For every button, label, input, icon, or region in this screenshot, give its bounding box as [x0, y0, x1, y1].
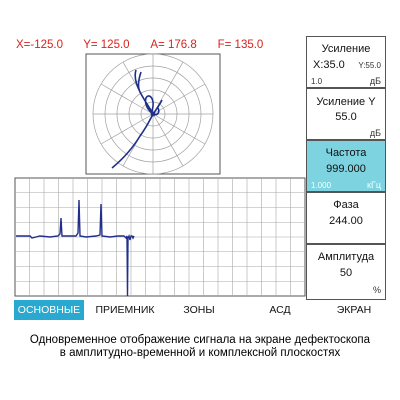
amplitude-value: 50: [339, 267, 353, 279]
gain-title: Усиление: [321, 43, 371, 55]
gain-x-value: X:35.0: [313, 59, 345, 71]
tab-receiver[interactable]: ПРИЕМНИК: [95, 304, 155, 316]
frequency-value: 999.000: [326, 163, 366, 175]
complex-plane-trace: [111, 69, 163, 169]
polar-spoke: [152, 113, 184, 167]
tab-zones[interactable]: ЗОНЫ: [183, 304, 215, 316]
ascan-trace: [16, 199, 135, 297]
gain-panel[interactable]: Усиление X:35.0 Y:55.0 1.0 дБ: [306, 36, 386, 88]
tab-asd[interactable]: АСД: [269, 304, 291, 316]
polar-spoke: [100, 113, 154, 145]
trace-origin-dot: [150, 111, 156, 117]
gain-unit: дБ: [369, 76, 381, 86]
amplitude-title: Амплитуда: [317, 251, 375, 263]
frequency-title: Частота: [325, 147, 367, 159]
gain-y-panel[interactable]: Усиление Y 55.0 дБ: [306, 88, 386, 140]
gain-y-unit: дБ: [369, 128, 381, 138]
gain-y-value: 55.0: [335, 111, 357, 123]
phase-value: 244.00: [329, 215, 363, 227]
phase-title: Фаза: [333, 199, 359, 211]
frequency-min: 1.000: [311, 181, 332, 190]
caption-line-2: в амплитудно-временной и комплексной пло…: [59, 347, 341, 359]
complex-plane: [85, 53, 221, 175]
amplitude-time-plot: [14, 177, 306, 297]
amplitude-unit: %: [372, 285, 381, 295]
polar-spoke: [152, 83, 206, 115]
readout-y: Y= 125.0: [83, 39, 130, 51]
frequency-unit: кГц: [367, 180, 381, 190]
tab-basic[interactable]: ОСНОВНЫЕ: [14, 300, 84, 320]
caption-line-1: Одновременное отображение сигнала на экр…: [29, 334, 371, 346]
frequency-panel[interactable]: Частота 999.000 1.000 кГц: [306, 140, 386, 192]
polar-spoke: [152, 113, 206, 145]
figure-caption: Одновременное отображение сигнала на экр…: [0, 334, 400, 360]
signal-readout: X=-125.0 Y= 125.0 A= 176.8 F= 135.0: [16, 39, 286, 53]
gain-y-value: Y:55.0: [358, 61, 381, 70]
readout-x: X=-125.0: [16, 39, 63, 51]
ascan-grid: [15, 178, 305, 296]
readout-f: F= 135.0: [217, 39, 264, 51]
polar-spoke: [152, 61, 184, 115]
polar-spoke: [100, 83, 154, 115]
readout-a: A= 176.8: [150, 39, 197, 51]
gain-y-title: Усиление Y: [316, 96, 376, 108]
amplitude-panel[interactable]: Амплитуда 50 %: [306, 244, 386, 300]
tab-screen[interactable]: ЭКРАН: [336, 304, 372, 316]
phase-panel[interactable]: Фаза 244.00: [306, 192, 386, 244]
bottom-tab-bar: ОСНОВНЫЕ ПРИЕМНИК ЗОНЫ АСД ЭКРАН: [14, 300, 386, 320]
gain-min: 1.0: [311, 77, 323, 86]
